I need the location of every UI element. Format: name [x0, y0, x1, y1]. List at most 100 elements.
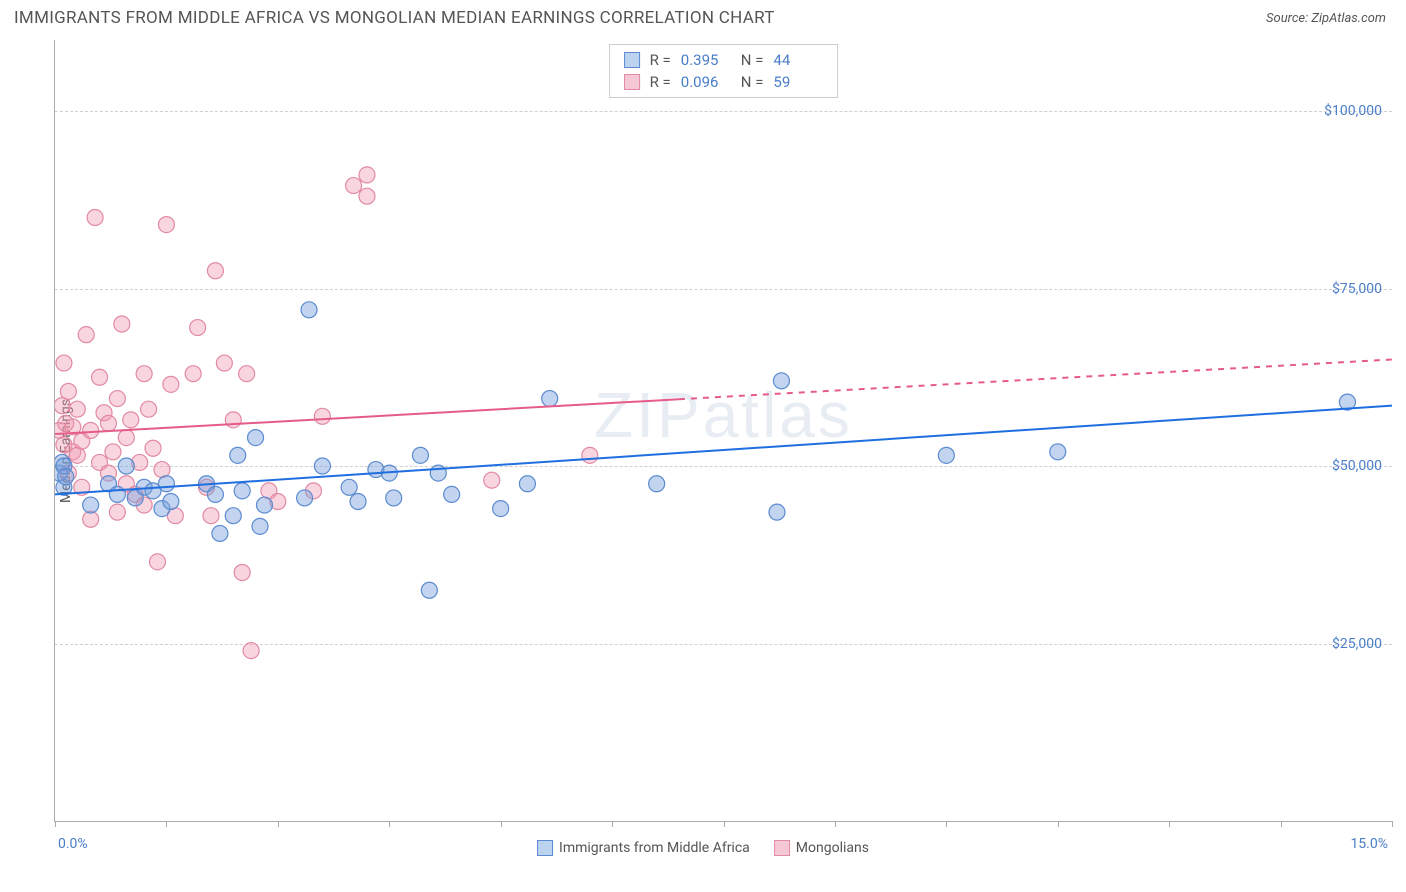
scatter-point: [649, 476, 665, 492]
x-tick: [501, 821, 502, 827]
r-label: R =: [650, 73, 671, 91]
scatter-point: [234, 483, 250, 499]
scatter-point: [185, 366, 201, 382]
scatter-point: [430, 465, 446, 481]
scatter-point: [216, 355, 232, 371]
x-axis-min-label: 0.0%: [58, 836, 88, 852]
legend-item-mongolians: Mongolians: [774, 840, 869, 856]
scatter-point: [203, 508, 219, 524]
scatter-point: [230, 447, 246, 463]
x-tick: [724, 821, 725, 827]
scatter-point: [100, 415, 116, 431]
x-tick: [389, 821, 390, 827]
x-tick: [1281, 821, 1282, 827]
stats-legend-row: R = 0.395 N = 44: [624, 49, 824, 71]
scatter-point: [412, 447, 428, 463]
scatter-point: [118, 458, 134, 474]
source-attribution: Source: ZipAtlas.com: [1266, 11, 1386, 26]
scatter-point: [234, 565, 250, 581]
x-tick: [612, 821, 613, 827]
scatter-point: [190, 320, 206, 336]
scatter-point: [1050, 444, 1066, 460]
scatter-point: [769, 504, 785, 520]
x-tick: [1058, 821, 1059, 827]
scatter-point: [207, 263, 223, 279]
chart-container: Median Earnings ZIPatlas R = 0.395 N = 4…: [14, 40, 1392, 862]
scatter-point: [83, 497, 99, 513]
scatter-point: [118, 430, 134, 446]
scatter-point: [78, 327, 94, 343]
n-value-immigrants: 44: [773, 51, 823, 69]
scatter-point: [163, 494, 179, 510]
x-tick: [835, 821, 836, 827]
scatter-point: [60, 383, 76, 399]
scatter-point: [252, 518, 268, 534]
scatter-point: [87, 210, 103, 226]
scatter-point: [773, 373, 789, 389]
scatter-point: [225, 508, 241, 524]
scatter-point: [109, 391, 125, 407]
scatter-point: [109, 486, 125, 502]
x-tick: [1392, 821, 1393, 827]
scatter-svg: [55, 40, 1392, 821]
legend-swatch-mongolians: [624, 74, 640, 90]
scatter-point: [92, 369, 108, 385]
scatter-point: [421, 582, 437, 598]
scatter-point: [301, 302, 317, 318]
scatter-point: [359, 167, 375, 183]
scatter-point: [359, 188, 375, 204]
scatter-point: [350, 494, 366, 510]
scatter-point: [58, 469, 74, 485]
scatter-point: [341, 479, 357, 495]
stats-legend: R = 0.395 N = 44 R = 0.096 N = 59: [609, 44, 839, 98]
series-legend: Immigrants from Middle Africa Mongolians: [537, 840, 869, 856]
x-tick: [278, 821, 279, 827]
scatter-point: [938, 447, 954, 463]
legend-swatch-immigrants: [624, 52, 640, 68]
r-value-mongolians: 0.096: [681, 73, 731, 91]
scatter-point: [69, 401, 85, 417]
scatter-point: [225, 412, 241, 428]
legend-label: Mongolians: [796, 840, 869, 856]
scatter-point: [141, 401, 157, 417]
scatter-point: [582, 447, 598, 463]
scatter-point: [55, 398, 70, 414]
scatter-point: [243, 643, 259, 659]
scatter-point: [69, 447, 85, 463]
scatter-point: [158, 217, 174, 233]
n-label: N =: [741, 51, 764, 69]
legend-label: Immigrants from Middle Africa: [559, 840, 750, 856]
scatter-point: [212, 525, 228, 541]
r-value-immigrants: 0.395: [681, 51, 731, 69]
x-tick: [1169, 821, 1170, 827]
scatter-point: [163, 376, 179, 392]
legend-swatch-immigrants: [537, 840, 553, 856]
scatter-point: [314, 408, 330, 424]
header: IMMIGRANTS FROM MIDDLE AFRICA VS MONGOLI…: [0, 0, 1406, 36]
n-value-mongolians: 59: [773, 73, 823, 91]
scatter-point: [444, 486, 460, 502]
scatter-point: [83, 423, 99, 439]
scatter-point: [314, 458, 330, 474]
trend-line: [55, 406, 1392, 495]
scatter-point: [484, 472, 500, 488]
legend-swatch-mongolians: [774, 840, 790, 856]
scatter-point: [105, 444, 121, 460]
scatter-point: [145, 440, 161, 456]
scatter-point: [493, 501, 509, 517]
scatter-point: [542, 391, 558, 407]
scatter-point: [386, 490, 402, 506]
scatter-point: [297, 490, 313, 506]
chart-title: IMMIGRANTS FROM MIDDLE AFRICA VS MONGOLI…: [14, 8, 775, 28]
x-tick: [946, 821, 947, 827]
scatter-point: [123, 412, 139, 428]
scatter-point: [114, 316, 130, 332]
scatter-point: [109, 504, 125, 520]
scatter-point: [136, 366, 152, 382]
scatter-point: [154, 462, 170, 478]
scatter-point: [56, 355, 72, 371]
scatter-point: [239, 366, 255, 382]
scatter-point: [256, 497, 272, 513]
scatter-point: [346, 178, 362, 194]
x-tick: [55, 821, 56, 827]
